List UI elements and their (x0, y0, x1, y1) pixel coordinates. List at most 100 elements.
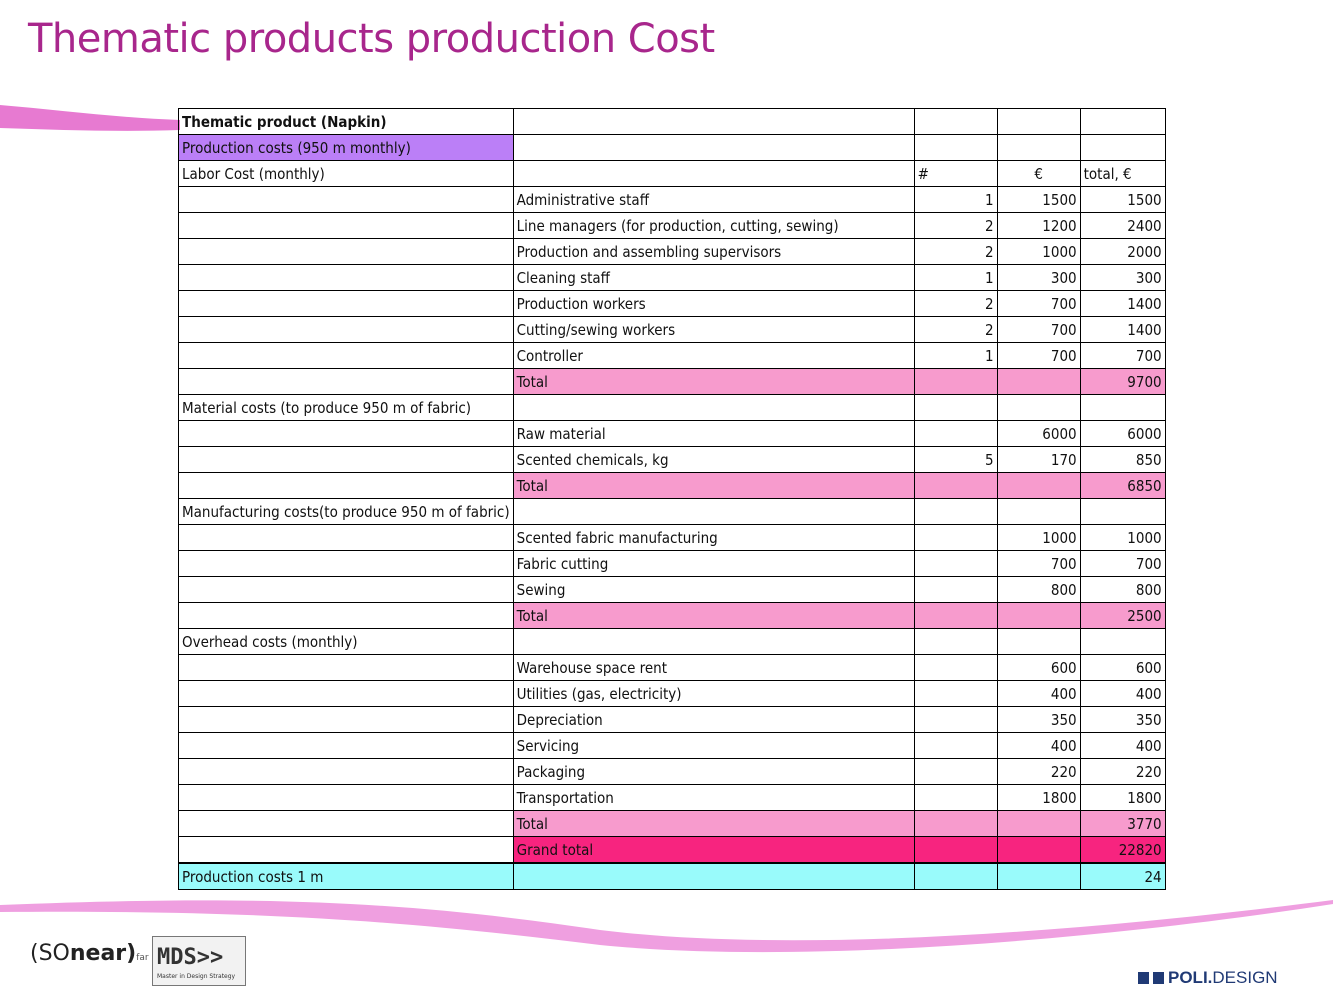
section-total-label: Total (512, 472, 915, 499)
table-row: Administrative staff 1 1500 1500 (178, 186, 1166, 213)
cost-item-total: 1500 (1079, 186, 1166, 213)
section-total-value: 9700 (1079, 368, 1166, 395)
cost-item-count: 1 (913, 264, 998, 291)
table-row: Sewing 800 800 (178, 576, 1166, 603)
section-label: Manufacturing costs(to produce 950 m of … (178, 498, 514, 525)
table-row: Production workers 2 700 1400 (178, 290, 1166, 317)
cost-item-total: 850 (1079, 446, 1166, 473)
cost-item-count (913, 420, 998, 447)
cost-item-name: Warehouse space rent (512, 654, 915, 681)
cost-item-count: 2 (913, 212, 998, 239)
cost-item-name: Packaging (512, 758, 915, 785)
section-total-label: Total (512, 602, 915, 629)
cost-item-price: 1200 (996, 212, 1081, 239)
cost-item-price: 350 (996, 706, 1081, 733)
cost-item-name: Transportation (512, 784, 915, 811)
cost-item-count: 2 (913, 238, 998, 265)
grand-total-value: 22820 (1079, 836, 1166, 864)
polidesign-logo: POLI.DESIGN (1138, 968, 1278, 988)
cost-item-total: 600 (1079, 654, 1166, 681)
table-row: Packaging 220 220 (178, 758, 1166, 785)
cost-item-total: 1800 (1079, 784, 1166, 811)
per-meter-cost-row: Production costs 1 m 24 (178, 862, 1166, 890)
table-row: Utilities (gas, electricity) 400 400 (178, 680, 1166, 707)
cost-item-name: Production workers (512, 290, 915, 317)
cost-table-body: Thematic product (Napkin) Production cos… (178, 108, 1166, 890)
table-row: Scented fabric manufacturing 1000 1000 (178, 524, 1166, 551)
cost-item-total: 1400 (1079, 316, 1166, 343)
cost-item-price: 1500 (996, 186, 1081, 213)
cost-item-price: 220 (996, 758, 1081, 785)
mds-logo: MDS>> Master in Design Strategy (152, 936, 246, 986)
cost-item-price: 400 (996, 732, 1081, 759)
cost-item-price: 1800 (996, 784, 1081, 811)
per-meter-label: Production costs 1 m (178, 862, 514, 890)
top-left-swoosh (0, 105, 180, 131)
section-total-row: Total 2500 (178, 602, 1166, 629)
table-row: Warehouse space rent 600 600 (178, 654, 1166, 681)
cost-item-total: 220 (1079, 758, 1166, 785)
column-count-header: # (913, 160, 998, 187)
table-row: Cleaning staff 1 300 300 (178, 264, 1166, 291)
cost-item-count (913, 550, 998, 577)
cost-item-total: 6000 (1079, 420, 1166, 447)
section-label: Material costs (to produce 950 m of fabr… (178, 394, 514, 421)
cost-item-price: 6000 (996, 420, 1081, 447)
table-subtitle-row: Production costs (950 m monthly) (178, 134, 1166, 161)
cost-item-name: Utilities (gas, electricity) (512, 680, 915, 707)
section-header-row: Manufacturing costs(to produce 950 m of … (178, 498, 1166, 525)
section-total-label: Total (512, 368, 915, 395)
table-row: Production and assembling supervisors 2 10… (178, 238, 1166, 265)
cost-item-count: 1 (913, 342, 998, 369)
cost-item-total: 400 (1079, 732, 1166, 759)
section-total-value: 3770 (1079, 810, 1166, 837)
cost-item-name: Scented fabric manufacturing (512, 524, 915, 551)
per-meter-value: 24 (1079, 862, 1166, 890)
cost-item-name: Sewing (512, 576, 915, 603)
logo-square-icon (1153, 972, 1164, 984)
table-row: Depreciation 350 350 (178, 706, 1166, 733)
table-row: Raw material 6000 6000 (178, 420, 1166, 447)
section-total-value: 2500 (1079, 602, 1166, 629)
cost-item-price: 1000 (996, 524, 1081, 551)
cost-item-price: 700 (996, 316, 1081, 343)
cost-item-price: 700 (996, 550, 1081, 577)
cost-item-total: 2000 (1079, 238, 1166, 265)
table-row: Transportation 1800 1800 (178, 784, 1166, 811)
cost-item-name: Cleaning staff (512, 264, 915, 291)
table-row: Cutting/sewing workers 2 700 1400 (178, 316, 1166, 343)
table-row: Servicing 400 400 (178, 732, 1166, 759)
cost-item-total: 300 (1079, 264, 1166, 291)
column-price-header: € (996, 160, 1081, 187)
cost-item-price: 700 (996, 342, 1081, 369)
page-title: Thematic products production Cost (28, 16, 715, 62)
cost-item-count (913, 758, 998, 785)
table-product-title: Thematic product (Napkin) (178, 108, 514, 135)
grand-total-label: Grand total (512, 836, 915, 864)
column-total-header: total, € (1079, 160, 1166, 187)
cost-item-count (913, 576, 998, 603)
section-total-label: Total (512, 810, 915, 837)
cost-item-count (913, 784, 998, 811)
table-row: Line managers (for production, cutting, … (178, 212, 1166, 239)
cost-item-name: Controller (512, 342, 915, 369)
cost-item-total: 2400 (1079, 212, 1166, 239)
cost-item-price: 300 (996, 264, 1081, 291)
production-cost-table: Thematic product (Napkin) Production cos… (178, 108, 1166, 890)
table-header-row: Thematic product (Napkin) (178, 108, 1166, 135)
cost-item-count (913, 732, 998, 759)
cost-item-price: 800 (996, 576, 1081, 603)
cost-item-count (913, 680, 998, 707)
production-costs-label: Production costs (950 m monthly) (178, 134, 514, 161)
cost-item-total: 1400 (1079, 290, 1166, 317)
section-label: Labor Cost (monthly) (178, 160, 514, 187)
cost-item-count: 2 (913, 316, 998, 343)
section-header-row: Labor Cost (monthly) # € total, € (178, 160, 1166, 187)
cost-item-total: 350 (1079, 706, 1166, 733)
cost-item-price: 400 (996, 680, 1081, 707)
table-row: Scented chemicals, kg 5 170 850 (178, 446, 1166, 473)
section-total-value: 6850 (1079, 472, 1166, 499)
section-total-row: Total 3770 (178, 810, 1166, 837)
cost-item-count (913, 654, 998, 681)
